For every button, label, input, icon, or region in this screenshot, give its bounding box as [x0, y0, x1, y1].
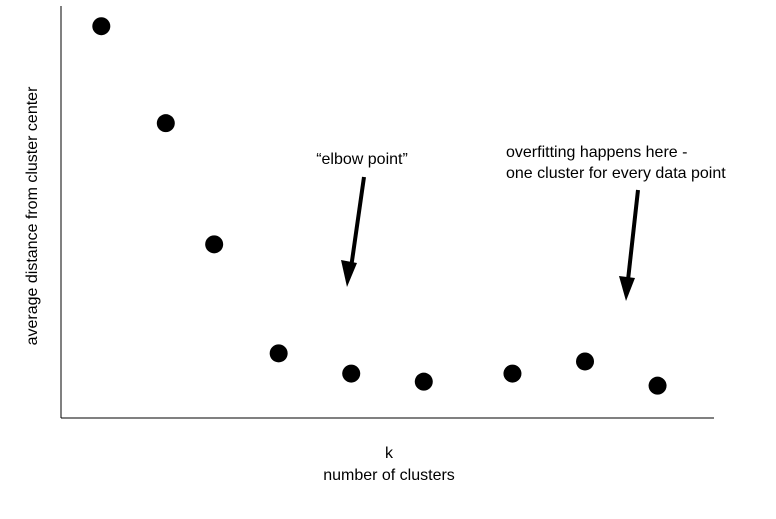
annotation-overfitting-arrow-shaft: [626, 189, 640, 281]
annotation-overfitting-line1: overfitting happens here -: [506, 144, 687, 161]
data-point-6: [414, 372, 433, 391]
annotation-overfitting: overfitting happens here - one cluster f…: [506, 144, 726, 301]
annotation-elbow-arrow-shaft: [349, 176, 366, 269]
data-points: [92, 17, 667, 395]
data-point-3: [205, 235, 224, 254]
data-point-4: [269, 344, 288, 363]
data-point-1: [92, 17, 111, 36]
annotation-elbow-arrowhead: [341, 260, 357, 287]
data-point-9: [648, 376, 667, 395]
y-axis-label: average distance from cluster center: [24, 86, 41, 345]
axes: [60, 6, 714, 419]
annotation-elbow-label: “elbow point”: [316, 151, 408, 168]
data-point-5: [342, 364, 361, 383]
data-point-8: [576, 352, 595, 371]
data-point-7: [503, 364, 522, 383]
annotation-overfitting-line2: one cluster for every data point: [506, 165, 726, 182]
annotation-elbow: “elbow point”: [316, 151, 408, 287]
data-point-2: [156, 114, 175, 133]
x-axis-label: number of clusters: [323, 467, 455, 484]
annotation-overfitting-arrowhead: [619, 276, 635, 301]
x-axis-symbol: k: [385, 445, 394, 462]
